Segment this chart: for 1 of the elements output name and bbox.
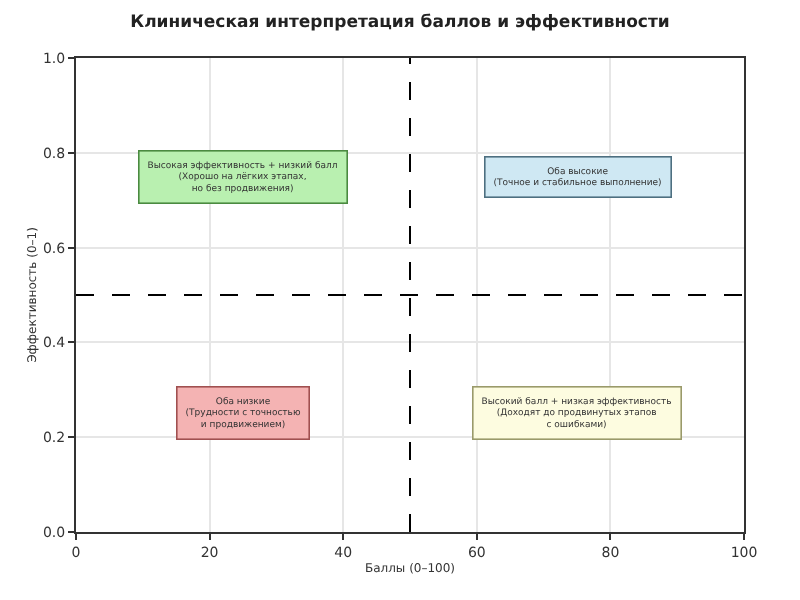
chart-title: Клиническая интерпретация баллов и эффективности (130, 12, 670, 33)
